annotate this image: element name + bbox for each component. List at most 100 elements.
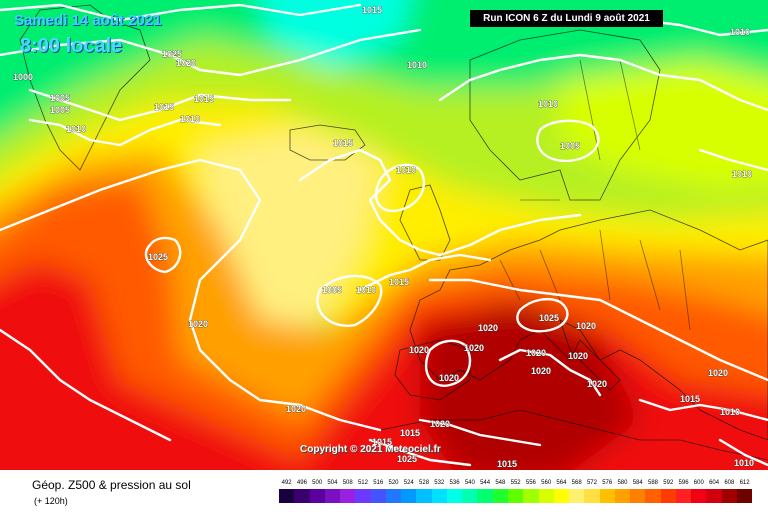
legend-value: 604 [709, 480, 720, 486]
legend-step: 524 [401, 478, 417, 509]
isobar-label: 1015 [680, 394, 700, 404]
isobar-label: 1020 [464, 343, 484, 353]
isobar-label: 1020 [708, 368, 728, 378]
legend-step: 560 [538, 478, 554, 509]
forecast-lead-time: (+ 120h) [34, 496, 68, 506]
legend-value: 564 [556, 480, 567, 486]
isobar-label: 1020 [176, 58, 196, 68]
isobar-line [368, 438, 472, 467]
legend-value: 556 [525, 480, 536, 486]
legend-value: 600 [693, 480, 704, 486]
legend-value: 608 [724, 480, 735, 486]
legend-step: 608 [721, 478, 737, 509]
legend-value: 500 [312, 480, 323, 486]
isobar-label: 1010 [730, 27, 750, 37]
legend-swatch [569, 489, 585, 503]
field-right-green [560, 60, 768, 190]
legend-step: 544 [477, 478, 493, 509]
isobar-label: 1015 [400, 428, 420, 438]
legend-step: 584 [630, 478, 646, 509]
isobar-label: 1010 [396, 165, 416, 175]
isobar-label: 1005 [50, 93, 70, 103]
legend-swatch [477, 489, 493, 503]
legend-step: 576 [599, 478, 615, 509]
legend-step: 536 [446, 478, 463, 509]
legend-step: 492 [279, 478, 295, 509]
legend-swatch [660, 489, 676, 503]
legend-swatch [355, 489, 371, 503]
geopotential-field [0, 0, 768, 470]
forecast-time: 8:00 locale [20, 35, 123, 57]
legend-swatch [721, 489, 737, 503]
legend-swatch [599, 489, 615, 503]
legend-value: 540 [464, 480, 475, 486]
isobar-label: 1020 [576, 321, 596, 331]
legend-value: 528 [419, 480, 430, 486]
legend-value: 544 [480, 480, 491, 486]
legend-value: 568 [571, 480, 582, 486]
legend-swatch [309, 489, 325, 503]
isobar-line [424, 339, 472, 387]
legend-swatch [584, 489, 600, 503]
legend-step: 564 [553, 478, 570, 509]
italy-coast [559, 319, 621, 391]
legend-value: 560 [541, 480, 552, 486]
isobar-label: 1015 [497, 459, 517, 469]
isobar-label: 1010 [734, 458, 754, 468]
legend-swatch [385, 489, 402, 503]
isobar-label: 1020 [568, 351, 588, 361]
legend-value: 588 [648, 480, 659, 486]
legend-value: 572 [586, 480, 597, 486]
isobar-label: 1020 [526, 348, 546, 358]
weather-map: 1015 1025 1020 1010 1000 1005 1005 1010 … [0, 0, 768, 470]
isobar-line [516, 298, 569, 333]
legend-step: 512 [355, 478, 371, 509]
isobar-label: 1005 [322, 285, 342, 295]
isobar-line [358, 253, 492, 292]
legend-swatch [431, 489, 447, 503]
legend-value: 552 [510, 480, 521, 486]
legend-step: 604 [706, 478, 722, 509]
isobar-label: 1010 [356, 285, 376, 295]
legend-swatch [294, 489, 310, 503]
isobar-line [374, 163, 426, 213]
isobar-line [316, 274, 383, 327]
isobar-line [298, 148, 582, 257]
legend-value: 496 [296, 480, 307, 486]
isobar-label: 1015 [362, 5, 382, 15]
legend-step: 532 [431, 478, 447, 509]
legend-value: 536 [449, 480, 460, 486]
isobar-label: 1010 [407, 60, 427, 70]
legend-swatch [691, 489, 707, 503]
legend-swatch [553, 489, 570, 503]
legend-swatch [523, 489, 539, 503]
legend-bar: Géop. Z500 & pression au sol (+ 120h) 49… [0, 470, 768, 512]
legend-step: 516 [370, 478, 386, 509]
legend-swatch [507, 489, 524, 503]
field-cyan-core [260, 0, 410, 70]
isobar-line [718, 438, 768, 467]
legend-swatch [630, 489, 646, 503]
isobar-line [418, 418, 542, 447]
isobar-label: 1015 [194, 94, 214, 104]
legend-value: 596 [678, 480, 689, 486]
legend-swatch [340, 489, 356, 503]
isobar-label: 1010 [732, 169, 752, 179]
model-run-banner: Run ICON 6 Z du Lundi 9 août 2021 [470, 10, 663, 27]
greenland-coast [19, 4, 151, 171]
legend-step: 520 [385, 478, 402, 509]
britain-coast [399, 184, 451, 261]
legend-step: 592 [660, 478, 676, 509]
legend-swatch [675, 489, 692, 503]
isobar-label: 1020 [531, 366, 551, 376]
legend-value: 512 [357, 480, 368, 486]
isobar-line [28, 88, 292, 122]
isobar-label: 1015 [389, 277, 409, 287]
country-borders [499, 59, 691, 331]
parameter-title: Géop. Z500 & pression au sol [32, 478, 191, 492]
legend-step: 552 [507, 478, 524, 509]
legend-step: 508 [340, 478, 356, 509]
isobar-line [428, 278, 768, 382]
legend-step: 548 [492, 478, 508, 509]
isobar-label: 1025 [539, 313, 559, 323]
